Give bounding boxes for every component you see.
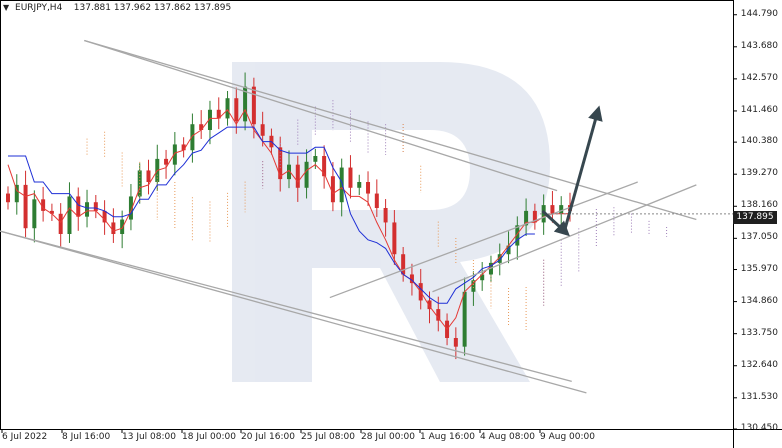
symbol-timeframe: EURJPY,H4 <box>15 3 63 13</box>
candle <box>550 190 555 223</box>
price-axis-label: 144.790 <box>740 8 778 19</box>
price-axis-label: 139.270 <box>740 168 778 179</box>
candle <box>322 145 327 189</box>
candle <box>392 210 397 265</box>
candle <box>76 187 81 231</box>
candle <box>480 262 485 291</box>
candle <box>366 171 371 206</box>
candle <box>348 155 353 199</box>
time-axis-label: 6 Jul 2022 <box>2 432 48 442</box>
price-axis-label: 138.160 <box>740 200 778 211</box>
candle <box>330 162 335 212</box>
candle <box>313 148 318 169</box>
candle <box>532 203 537 230</box>
price-axis-label: 140.380 <box>740 136 778 147</box>
price-axis-label: 135.970 <box>740 263 778 274</box>
candle <box>234 87 239 134</box>
candle <box>14 174 19 215</box>
price-axis-label: 141.460 <box>740 104 778 115</box>
time-axis-label: 20 Jul 16:00 <box>241 432 295 442</box>
candle <box>93 195 98 219</box>
candle <box>67 182 72 243</box>
candle <box>295 155 300 202</box>
current-price-badge: 137.895 <box>733 211 777 224</box>
price-axis-label: 130.450 <box>740 423 778 433</box>
candle <box>164 149 169 179</box>
candle <box>207 100 212 145</box>
candle <box>524 198 529 237</box>
ichimoku-cloud-bull <box>543 207 668 306</box>
price-axis-label: 132.640 <box>740 359 778 370</box>
candle <box>41 186 46 222</box>
trend-line <box>0 230 572 382</box>
candle <box>436 296 441 332</box>
candle <box>559 196 564 228</box>
candle <box>23 170 28 238</box>
time-axis-label: 13 Jul 08:00 <box>122 432 176 442</box>
time-axis-label: 18 Jul 00:00 <box>182 432 236 442</box>
candle <box>427 291 432 324</box>
watermark-logo <box>232 62 550 382</box>
candle <box>111 208 116 243</box>
chart-header: ▼ EURJPY,H4 137.881 137.962 137.862 137.… <box>3 3 231 13</box>
candle <box>243 72 248 131</box>
candle <box>190 113 195 163</box>
ichimoku-cloud-bear <box>86 131 264 242</box>
candle <box>85 189 90 228</box>
ichimoku-cloud-bear <box>402 124 545 330</box>
price-axis-label: 134.860 <box>740 295 778 306</box>
trend-line <box>432 184 697 293</box>
candle <box>357 174 362 195</box>
candle <box>401 247 406 282</box>
candle <box>102 200 107 235</box>
trend-line <box>329 181 638 299</box>
candle <box>251 77 256 139</box>
trend-line <box>84 39 697 221</box>
price-axis-label: 142.570 <box>740 72 778 83</box>
candle <box>462 277 467 356</box>
symbol-dropdown-icon[interactable]: ▼ <box>3 3 10 12</box>
forecast-arrow <box>562 105 603 232</box>
candle <box>374 179 379 217</box>
price-axis-label: 143.680 <box>740 40 778 51</box>
candle <box>181 137 186 158</box>
time-axis-label: 1 Aug 16:00 <box>420 432 475 442</box>
kijun-sen-line <box>8 126 535 304</box>
price-axis-label: 131.530 <box>740 391 778 402</box>
candle <box>506 231 511 264</box>
candle <box>453 327 458 360</box>
forecast-arrow <box>541 209 570 237</box>
time-axis-label: 9 Aug 00:00 <box>540 432 595 442</box>
trend-line <box>0 230 587 394</box>
candle <box>383 199 388 237</box>
candle <box>515 216 520 260</box>
time-axis-label: 28 Jul 00:00 <box>361 432 415 442</box>
candle <box>199 110 204 139</box>
tenkan-sen-line <box>7 108 570 331</box>
time-axis-label: 25 Jul 08:00 <box>301 432 355 442</box>
candle <box>128 184 133 231</box>
candle <box>58 203 63 247</box>
trend-line <box>84 39 558 192</box>
candle <box>216 97 221 130</box>
candle <box>225 91 230 126</box>
candle <box>287 150 291 189</box>
candle <box>304 149 309 199</box>
price-axis-label: 133.750 <box>740 327 778 338</box>
time-axis-label: 8 Jul 16:00 <box>62 432 111 442</box>
price-axis-label: 137.050 <box>740 232 778 243</box>
candle <box>6 186 10 210</box>
candle <box>146 159 151 195</box>
candle <box>49 203 54 221</box>
ohlc-values: 137.881 137.962 137.862 137.895 <box>73 3 232 13</box>
candle <box>32 190 37 243</box>
time-axis-label: 4 Aug 08:00 <box>480 432 535 442</box>
